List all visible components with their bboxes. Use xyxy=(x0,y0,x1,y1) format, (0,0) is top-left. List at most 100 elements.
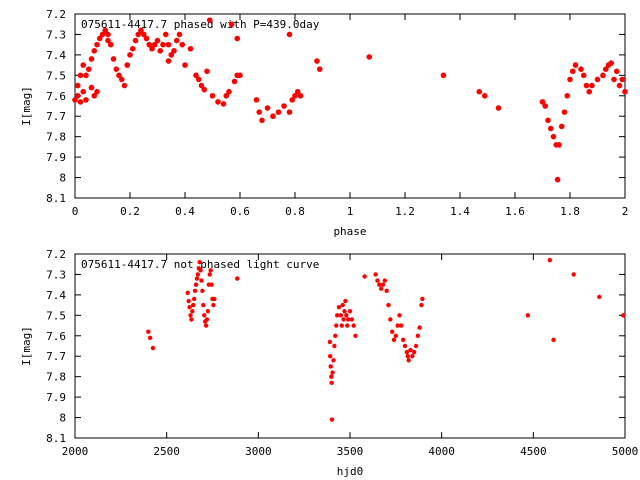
panel1-data-point xyxy=(149,45,155,52)
panel1-data-point xyxy=(281,103,287,109)
panel2-data-point xyxy=(419,302,424,308)
panel2-data-point xyxy=(147,335,153,341)
panel1-data-point xyxy=(558,123,565,130)
panel2-data-point xyxy=(212,296,217,302)
panel1-data-point xyxy=(622,88,628,95)
panel2-y-tick-label: 7.7 xyxy=(46,350,66,363)
panel1-data-point xyxy=(85,66,92,72)
panel1-x-tick-label: 0.8 xyxy=(285,205,305,218)
panel2-data-point xyxy=(146,329,151,334)
panel2-data-point xyxy=(344,313,349,318)
panel2-data-point xyxy=(620,313,626,318)
panel2-data-point xyxy=(204,317,210,322)
panel1-data-point xyxy=(143,35,150,42)
panel2-plot-frame xyxy=(74,253,626,439)
panel2-data-point xyxy=(340,302,345,308)
panel1-y-tick-label: 7.9 xyxy=(46,151,66,164)
panel1-x-tick-label: 2 xyxy=(622,205,629,218)
panel1-data-point xyxy=(564,92,571,99)
panel1-data-point xyxy=(600,72,606,79)
panel2-data-point xyxy=(402,343,408,349)
panel1-x-tick-label: 1.6 xyxy=(505,205,525,218)
panel2-data-point xyxy=(201,302,206,308)
panel1-y-tick-label: 8.1 xyxy=(46,192,66,205)
panel1-data-point xyxy=(583,82,590,89)
panel1-data-point xyxy=(80,62,87,68)
panel1-data-point xyxy=(253,97,260,103)
panel2-x-tick-label: 3000 xyxy=(245,445,272,458)
panel1-data-point xyxy=(105,37,111,44)
panel1-data-point xyxy=(220,101,227,107)
panel2-data-point xyxy=(395,323,400,328)
panel2-data-point xyxy=(328,354,333,359)
panel1-y-tick-label: 7.2 xyxy=(46,8,66,21)
panel1-data-point xyxy=(586,88,593,95)
panel1-data-point xyxy=(83,72,89,79)
panel1-data-point xyxy=(602,66,609,72)
panel2-data-point xyxy=(191,302,196,308)
panel1-data-point xyxy=(124,62,131,68)
panel2-data-point xyxy=(185,290,190,296)
panel2-data-point xyxy=(332,343,337,349)
panel1-data-point xyxy=(94,41,100,48)
panel2-y-tick-label: 7.8 xyxy=(46,371,66,384)
panel2-data-point xyxy=(331,358,336,363)
panel1-data-point xyxy=(151,41,158,48)
panel1-data-point xyxy=(572,62,579,68)
panel1-data-point xyxy=(96,35,103,42)
panel2-data-point xyxy=(339,323,344,328)
panel1-data-point xyxy=(127,52,133,58)
panel1-data-point xyxy=(157,48,164,54)
panel2-data-point xyxy=(341,317,346,322)
panel1-data-point xyxy=(286,109,293,115)
panel2-y-tick-label: 7.6 xyxy=(46,330,66,343)
panel1-data-point xyxy=(366,54,373,60)
panel2-x-tick-label: 3500 xyxy=(337,445,364,458)
panel2-data-point xyxy=(413,343,419,349)
panel1-data-point xyxy=(165,41,172,48)
panel1-data-point xyxy=(495,105,502,111)
panel1-data-point xyxy=(297,92,304,99)
panel2-data-point xyxy=(199,278,204,283)
panel1-data-point xyxy=(286,31,293,38)
panel1-data-point xyxy=(616,82,623,89)
panel2-data-point xyxy=(345,317,351,322)
panel1-x-tick-label: 0.2 xyxy=(120,205,140,218)
panel1-data-point xyxy=(550,133,557,140)
panel2-x-tick-label: 2500 xyxy=(153,445,180,458)
panel1-y-tick-label: 7.7 xyxy=(46,110,66,123)
panel2-data-point xyxy=(404,349,410,355)
panel1-data-point xyxy=(116,72,122,79)
panel2-data-point xyxy=(551,337,556,343)
panel2-data-point xyxy=(380,282,386,287)
panel1-data-point xyxy=(237,72,243,79)
panel2-y-tick-label: 7.2 xyxy=(46,248,66,261)
panel1-data-point xyxy=(539,99,546,105)
panel1-x-tick-label: 0.4 xyxy=(175,205,195,218)
panel1-data-point xyxy=(105,31,111,38)
panel2-data-point xyxy=(342,309,347,314)
panel2-data-point xyxy=(338,313,344,318)
panel1-y-axis-label: I[mag] xyxy=(20,86,33,126)
panel1-data-point xyxy=(234,35,241,42)
panel1-data-point xyxy=(110,56,117,62)
panel2-data-point xyxy=(192,288,198,293)
panel2-data-point xyxy=(571,272,576,277)
panel2-data-point xyxy=(415,333,421,338)
panel2-x-tick-label: 2000 xyxy=(62,445,89,458)
panel1-data-point xyxy=(138,27,144,34)
panel1-data-point xyxy=(289,97,296,103)
panel1-data-point xyxy=(113,66,120,72)
panel2-data-point xyxy=(200,288,205,293)
panel1-data-point xyxy=(182,62,188,68)
panel2-data-point xyxy=(351,323,356,328)
panel2-data-point xyxy=(349,317,355,322)
panel2-data-point xyxy=(377,282,382,287)
panel2-data-point xyxy=(187,304,192,310)
panel1-data-point xyxy=(193,72,199,79)
panel2-data-point xyxy=(197,259,202,265)
panel1-data-point xyxy=(275,109,282,115)
panel1-data-point xyxy=(91,48,98,54)
panel1-data-point xyxy=(206,17,213,23)
